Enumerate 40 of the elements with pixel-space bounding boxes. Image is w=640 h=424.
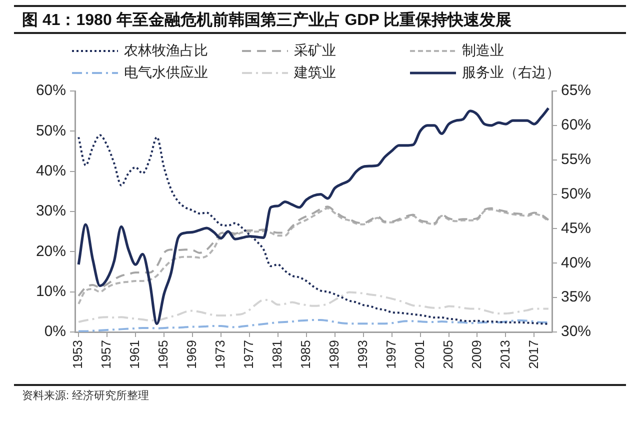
x-tick-label: 1977 — [241, 340, 256, 369]
y2-tick-label: 50% — [561, 185, 592, 202]
y-tick-label: 20% — [36, 242, 66, 260]
x-tick-label: 1989 — [326, 340, 342, 369]
legend-label: 采矿业 — [294, 42, 336, 60]
y2-tick-label: 40% — [561, 254, 592, 272]
x-tick-label: 1993 — [354, 340, 370, 369]
x-tick-label: 1981 — [269, 340, 284, 369]
y-tick-label: 30% — [36, 202, 66, 220]
y2-tick-label: 35% — [561, 288, 592, 306]
chart-title: 图 41：1980 年至金融危机前韩国第三产业占 GDP 比重保持快速发展 — [14, 5, 626, 34]
legend-label: 农林牧渔占比 — [124, 42, 208, 60]
x-tick-label: 2017 — [526, 340, 541, 369]
y-tick-label: 60% — [36, 82, 66, 100]
legend-label: 制造业 — [462, 42, 504, 60]
x-tick-label: 1953 — [70, 340, 86, 369]
y2-tick-label: 45% — [561, 220, 592, 237]
x-tick-label: 2005 — [440, 340, 456, 369]
x-tick-label: 2013 — [497, 340, 512, 369]
x-tick-label: 1961 — [127, 340, 142, 369]
y2-tick-label: 65% — [561, 82, 592, 100]
x-tick-label: 1985 — [298, 340, 313, 369]
y-tick-label: 10% — [36, 282, 66, 300]
y2-tick-label: 30% — [561, 323, 592, 340]
y-tick-label: 50% — [36, 122, 66, 140]
x-tick-label: 2009 — [468, 340, 484, 369]
x-tick-label: 1973 — [212, 340, 228, 369]
y2-tick-label: 55% — [561, 151, 592, 168]
legend-label: 服务业（右边） — [462, 64, 560, 82]
x-tick-label: 2001 — [412, 340, 427, 369]
y-tick-label: 0% — [44, 323, 66, 340]
legend-label: 电气水供应业 — [124, 64, 208, 82]
x-tick-label: 1969 — [184, 340, 200, 369]
y2-tick-label: 60% — [561, 116, 592, 134]
text: 资料来源: 经济研究所整理 — [22, 389, 150, 403]
x-tick-label: 1957 — [98, 340, 114, 369]
x-tick-label: 1965 — [156, 340, 171, 369]
x-tick-label: 1997 — [383, 340, 398, 369]
y-tick-label: 40% — [36, 162, 66, 180]
legend-label: 建筑业 — [294, 64, 336, 82]
